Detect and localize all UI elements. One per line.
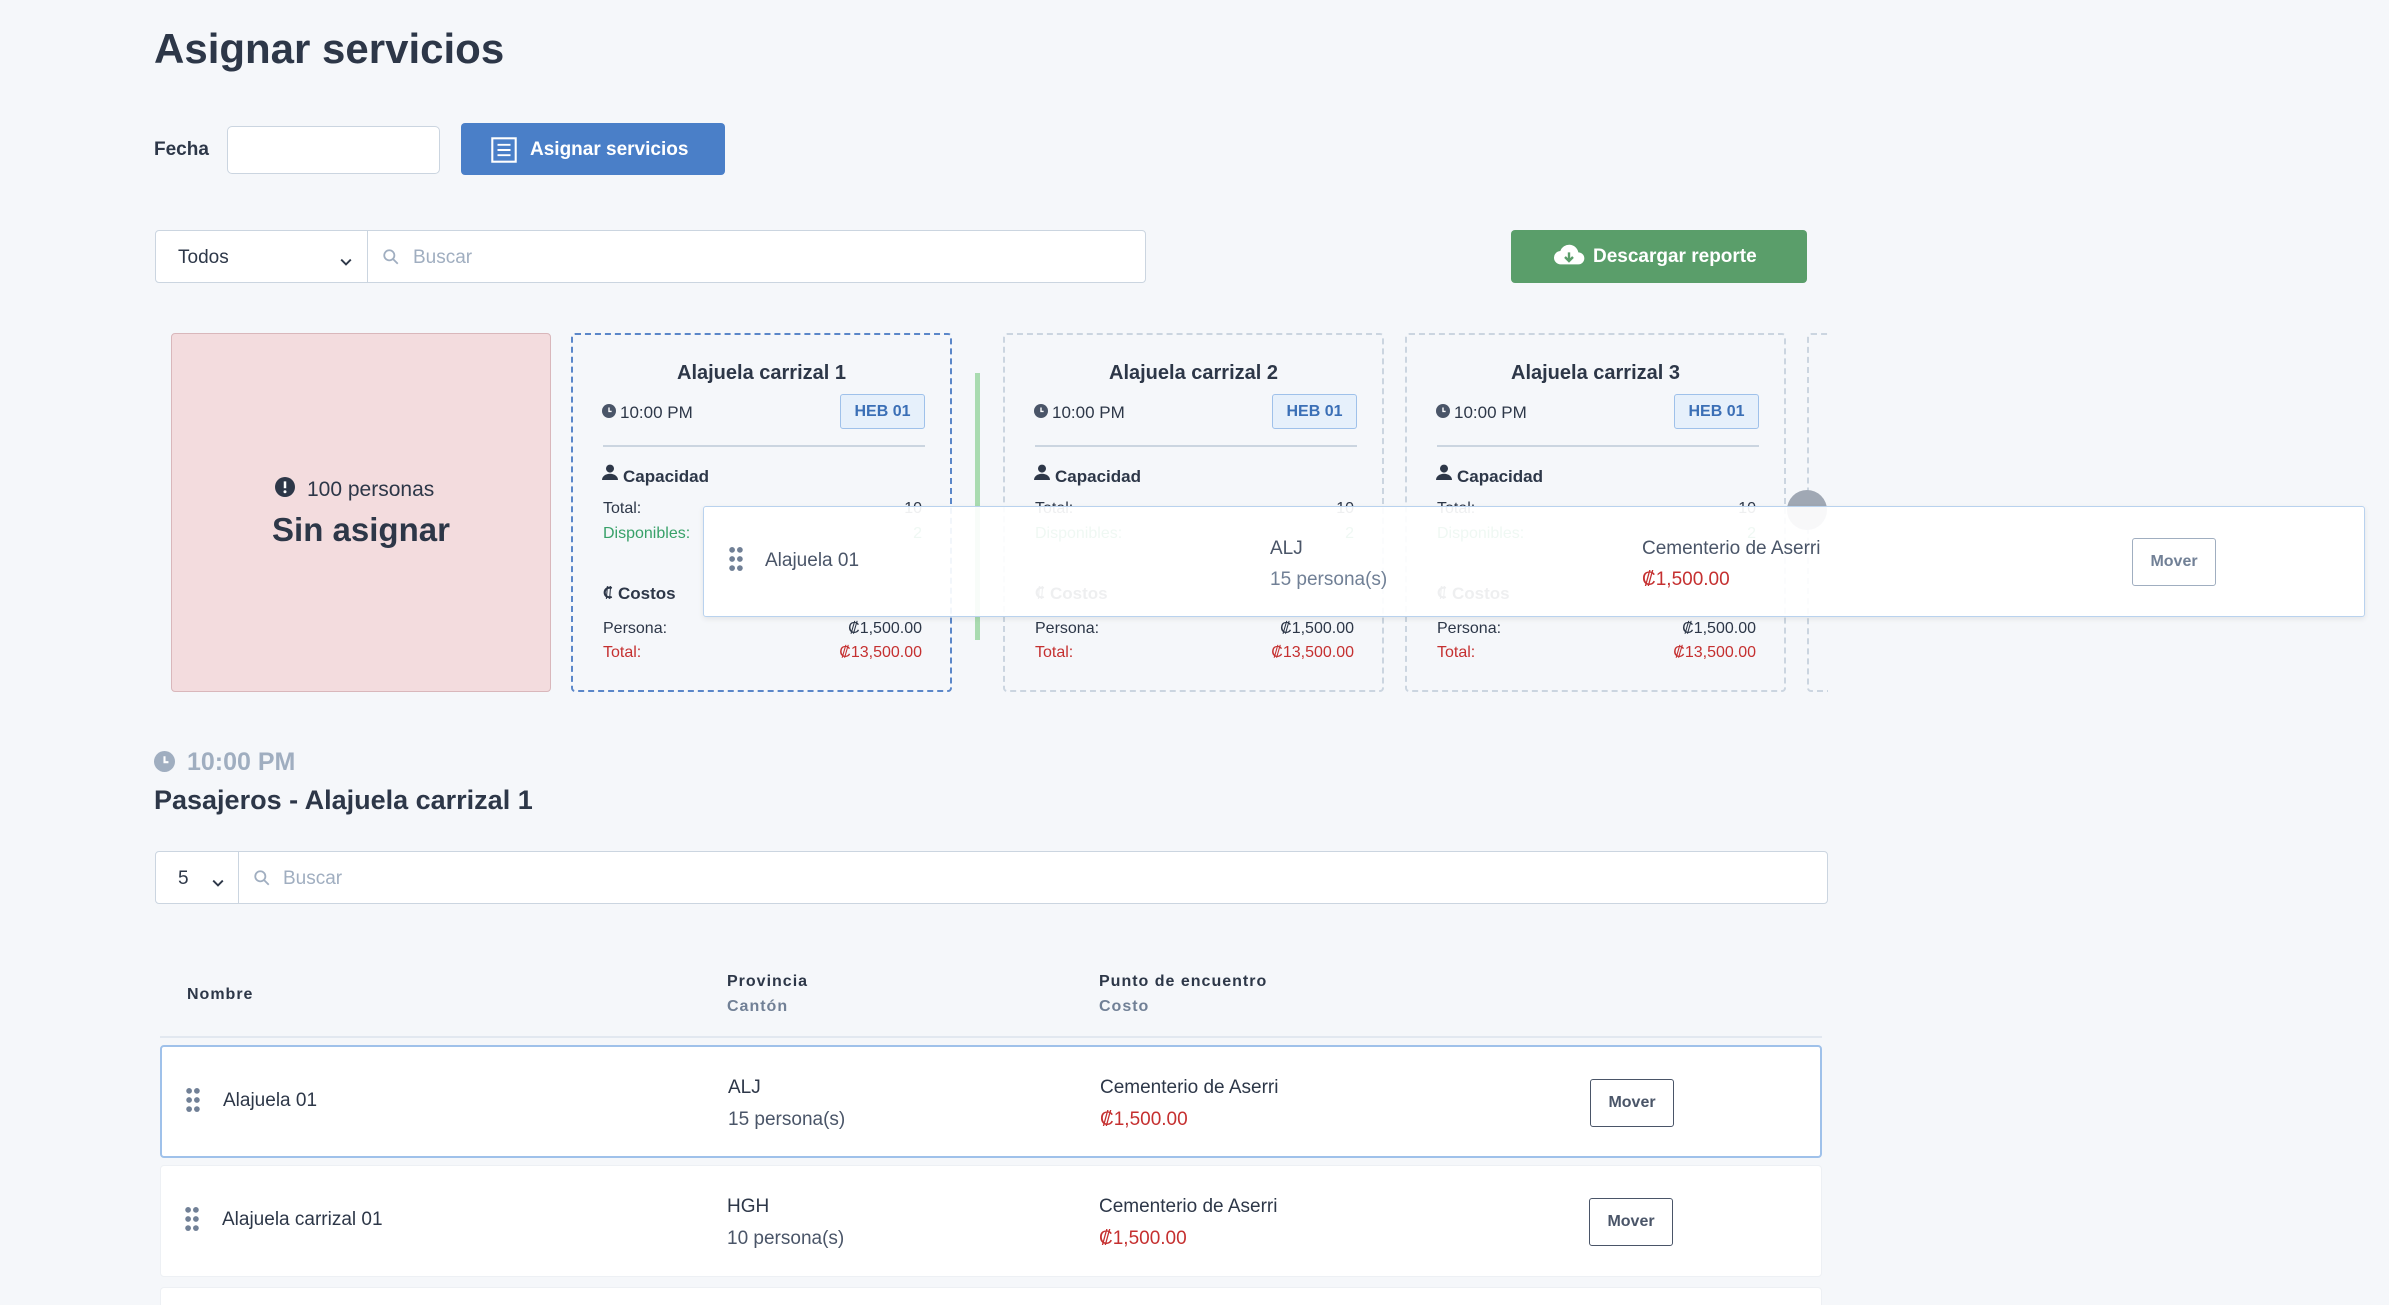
available-label: Disponibles:: [603, 525, 691, 542]
route-badge: HEB 01: [840, 394, 925, 429]
filter-select[interactable]: Todos: [155, 230, 368, 283]
cost-total: ₡13,500.00: [1673, 644, 1756, 661]
cloud-icon: [1553, 244, 1585, 266]
row-name: Alajuela 01: [223, 1090, 318, 1111]
table-search[interactable]: Buscar: [238, 851, 1828, 904]
cost-total: ₡13,500.00: [839, 644, 922, 661]
row-button[interactable]: Mover: [1589, 1198, 1673, 1246]
capacity-label: Capacidad: [1055, 467, 1141, 486]
route-name: Alajuela carrizal 1: [677, 362, 846, 384]
drag-handle: [184, 1206, 200, 1232]
unassigned-card[interactable]: 100 personas Sin asignar: [171, 333, 551, 692]
row-code: ALJ: [728, 1077, 761, 1098]
table-row[interactable]: Alajuela carrizal 01 HGH 10 persona(s) Ceme…: [160, 1165, 1822, 1277]
colon-sign: [603, 585, 614, 600]
cost-total-label: Total:: [1035, 644, 1074, 661]
clock-icon: [602, 404, 616, 418]
search-placeholder: Buscar: [283, 868, 343, 889]
route-card[interactable]: Alajuela carrizal 1 10:00 PM HEB 01 Capacid…: [571, 333, 952, 692]
list-icon: [491, 137, 517, 163]
table-row-partial: [160, 1287, 1822, 1305]
header-province: Provincia: [727, 973, 809, 990]
preview-button[interactable]: Mover: [2132, 538, 2216, 586]
search-icon: [253, 869, 271, 887]
section-clock: [154, 751, 175, 772]
title: Asignar servicios: [154, 25, 505, 72]
chevron: [340, 253, 352, 266]
person-icon: [602, 464, 618, 480]
cost-total-label: Total:: [603, 644, 642, 661]
divider: [603, 445, 925, 447]
search-placeholder: Buscar: [413, 247, 473, 268]
unassigned-count: 100 personas: [307, 478, 435, 501]
route-time: 10:00 PM: [1454, 403, 1527, 422]
date-input[interactable]: [227, 126, 440, 174]
cost-total: ₡13,500.00: [1271, 644, 1354, 661]
page-size-select[interactable]: 5: [155, 851, 239, 904]
route-name: Alajuela carrizal 3: [1511, 362, 1680, 384]
preview-name: Alajuela 01: [765, 550, 860, 571]
chevron: [212, 874, 224, 887]
row-cost: ₡1,500.00: [1100, 1109, 1188, 1130]
person-cost: ₡1,500.00: [1280, 620, 1354, 637]
capacity-label: Capacidad: [1457, 467, 1543, 486]
route-time: 10:00 PM: [1052, 403, 1125, 422]
route-badge: HEB 01: [1674, 394, 1759, 429]
person-label: Persona:: [603, 620, 668, 637]
search-input[interactable]: Buscar: [367, 230, 1146, 283]
row-people: 10 persona(s): [727, 1228, 845, 1249]
person-label: Persona:: [1437, 620, 1502, 637]
preview-code: ALJ: [1270, 538, 1303, 559]
drag-handle: [728, 546, 744, 572]
preview-people: 15 persona(s): [1270, 569, 1388, 590]
assign-button-label: Asignar servicios: [530, 139, 689, 160]
person-icon: [1034, 464, 1050, 480]
person-cost: ₡1,500.00: [848, 620, 922, 637]
person-icon: [1436, 464, 1452, 480]
row-cost: ₡1,500.00: [1099, 1228, 1187, 1249]
header-meeting: Punto de encuentro: [1099, 973, 1268, 990]
route-time: 10:00 PM: [620, 403, 693, 422]
row-code: HGH: [727, 1196, 770, 1217]
date-label: Fecha: [154, 139, 209, 160]
search-icon: [382, 248, 400, 266]
alert-icon: [275, 477, 295, 497]
person-cost: ₡1,500.00: [1682, 620, 1756, 637]
row-meeting: Cementerio de Aserri: [1099, 1196, 1278, 1217]
capacity-label: Capacidad: [623, 467, 709, 486]
row-button[interactable]: Mover: [1590, 1079, 1674, 1127]
download-button-label: Descargar reporte: [1593, 246, 1757, 267]
header-cost: Costo: [1099, 998, 1150, 1015]
assign-button[interactable]: Asignar servicios: [461, 123, 725, 175]
costs-label: Costos: [618, 584, 676, 603]
row-meeting: Cementerio de Aserri: [1100, 1077, 1279, 1098]
person-label: Persona:: [1035, 620, 1100, 637]
row-people: 15 persona(s): [728, 1109, 846, 1130]
drag-handle: [185, 1087, 201, 1113]
drag-preview[interactable]: Alajuela 01 ALJ 15 persona(s) Cementerio de…: [703, 506, 2365, 617]
filter-select-value: Todos: [178, 247, 229, 268]
header-name: Nombre: [187, 986, 254, 1003]
unassigned-label: Sin asignar: [272, 511, 450, 548]
cost-total-label: Total:: [1437, 644, 1476, 661]
row-name: Alajuela carrizal 01: [222, 1209, 383, 1230]
header-canton: Cantón: [727, 998, 789, 1015]
route-name: Alajuela carrizal 2: [1109, 362, 1278, 384]
page-size-value: 5: [178, 868, 189, 889]
table-row[interactable]: Alajuela 01 ALJ 15 persona(s) Cementerio de…: [160, 1045, 1822, 1158]
divider: [1035, 445, 1357, 447]
total-label: Total:: [603, 500, 642, 517]
section-title: Pasajeros - Alajuela carrizal 1: [154, 785, 533, 815]
clock-icon: [1034, 404, 1048, 418]
section-time: 10:00 PM: [187, 748, 296, 776]
preview-cost: ₡1,500.00: [1642, 569, 1730, 590]
route-badge: HEB 01: [1272, 394, 1357, 429]
divider: [1437, 445, 1759, 447]
header-divider: [160, 1036, 1822, 1038]
clock-icon: [1436, 404, 1450, 418]
download-button[interactable]: Descargar reporte: [1511, 230, 1807, 283]
preview-meeting: Cementerio de Aserri: [1642, 538, 1821, 559]
